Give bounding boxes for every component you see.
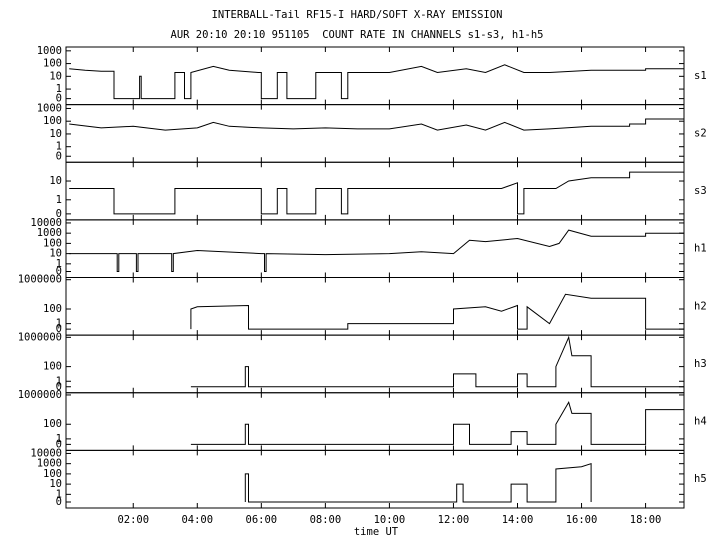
y-tick-label: 10000 [30, 217, 62, 229]
y-tick-label: 100 [43, 115, 62, 127]
series-line [244, 463, 592, 503]
x-tick-label: 12:00 [438, 514, 470, 526]
series-label: s3 [694, 185, 707, 197]
series-line [190, 335, 684, 388]
y-tick-label: 1 [56, 375, 62, 387]
y-tick-label: 1 [56, 141, 62, 153]
y-tick-label: 100 [43, 418, 62, 430]
x-axis-label: time UT [354, 526, 399, 538]
series-label: s1 [694, 70, 707, 82]
y-tick-label: 0 [56, 266, 62, 278]
series-label: h4 [694, 416, 707, 428]
y-tick-label: 10 [49, 70, 62, 82]
series-line [69, 171, 684, 215]
series-line [69, 118, 684, 131]
y-tick-label: 0 [56, 150, 62, 162]
y-tick-label: 1000000 [18, 389, 62, 401]
chart-subtitle: AUR 20:10 20:10 951105 COUNT RATE IN CHA… [171, 29, 544, 41]
y-tick-label: 0 [56, 93, 62, 105]
y-tick-label: 100 [43, 361, 62, 373]
chart-title: INTERBALL-Tail RF15-I HARD/SOFT X-RAY EM… [212, 9, 503, 21]
y-tick-label: 10 [49, 128, 62, 140]
y-tick-label: 0 [56, 381, 62, 393]
y-tick-label: 10000 [30, 447, 62, 459]
y-tick-label: 10 [49, 248, 62, 260]
y-tick-label: 1000 [37, 227, 62, 239]
y-tick-label: 1000000 [18, 331, 62, 343]
y-tick-label: 1 [56, 433, 62, 445]
y-tick-label: 100 [43, 237, 62, 249]
series-line [69, 229, 684, 272]
y-tick-label: 0 [56, 496, 62, 508]
y-tick-label: 0 [56, 323, 62, 335]
y-tick-label: 1000 [37, 45, 62, 57]
x-tick-label: 06:00 [246, 514, 278, 526]
series-label: h2 [694, 300, 707, 312]
y-tick-label: 1 [56, 488, 62, 500]
series-label: h5 [694, 473, 707, 485]
series-label: s2 [694, 127, 707, 139]
y-tick-label: 1 [56, 258, 62, 270]
y-tick-label: 10 [49, 175, 62, 187]
x-tick-label: 02:00 [117, 514, 149, 526]
series-label: h3 [694, 358, 707, 370]
y-tick-label: 1000 [37, 458, 62, 470]
y-tick-label: 0 [56, 208, 62, 220]
y-tick-label: 10 [49, 478, 62, 490]
x-tick-label: 14:00 [502, 514, 534, 526]
series-line [190, 401, 684, 445]
series-line [69, 64, 684, 100]
y-tick-label: 1000000 [18, 274, 62, 286]
y-tick-label: 1 [56, 318, 62, 330]
x-tick-label: 16:00 [566, 514, 598, 526]
y-tick-label: 1 [56, 194, 62, 206]
x-tick-label: 18:00 [630, 514, 662, 526]
panel-frame [65, 449, 685, 509]
x-tick-label: 04:00 [181, 514, 213, 526]
y-tick-label: 1 [56, 83, 62, 95]
y-tick-label: 100 [43, 303, 62, 315]
y-tick-label: 100 [43, 468, 62, 480]
series-line [190, 293, 684, 330]
series-label: h1 [694, 243, 707, 255]
x-tick-label: 10:00 [374, 514, 406, 526]
x-tick-label: 08:00 [310, 514, 342, 526]
y-tick-label: 0 [56, 438, 62, 450]
y-tick-label: 100 [43, 58, 62, 70]
y-tick-label: 1000 [37, 102, 62, 114]
